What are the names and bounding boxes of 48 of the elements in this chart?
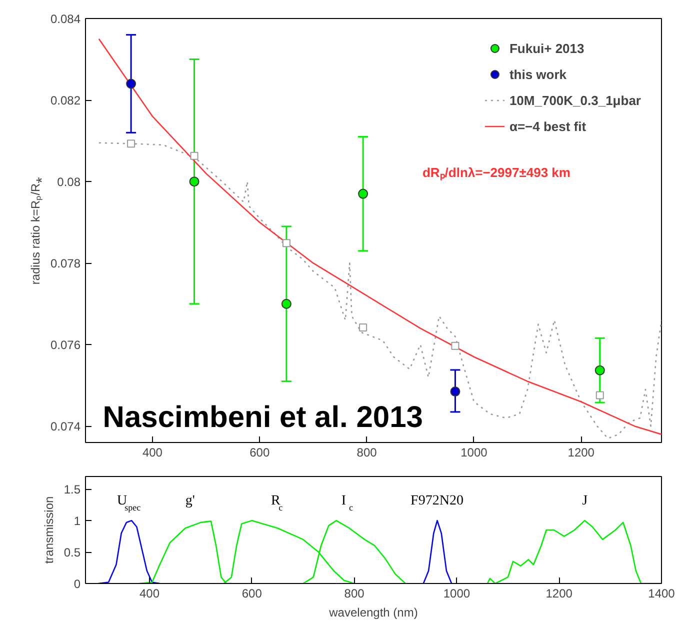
annotation: F972N20	[410, 494, 464, 509]
x-tick-label: 1200	[568, 446, 595, 460]
legend-label: Fukui+ 2013	[509, 40, 584, 56]
annotation: Nascimbeni et al. 2013	[102, 401, 423, 434]
legend-label: 10M_700K_0.3_1μbar	[509, 92, 641, 108]
x-tick-label: 600	[242, 586, 262, 600]
y-tick-label: 0.078	[50, 256, 81, 271]
point	[450, 386, 460, 397]
annotation: dRₚ/dlnλ=−2997±493 km	[422, 164, 570, 181]
y-tick-label: 0.08	[57, 175, 81, 190]
y-tick-label: 0.074	[50, 420, 81, 434]
point	[594, 365, 605, 376]
y-tick-label: 0.084	[50, 12, 81, 26]
point	[281, 298, 292, 309]
x-tick-label: 1200	[546, 586, 573, 600]
y-tick-label: 0.076	[50, 338, 81, 352]
point	[190, 152, 198, 160]
y-axis-title: radius ratio k=Rₚ/R⁎	[28, 176, 42, 285]
point	[359, 324, 368, 332]
x-tick-label: 1000	[460, 446, 488, 460]
x-tick-label: 1000	[443, 586, 470, 600]
y-tick-label: 1	[74, 514, 81, 528]
point	[127, 140, 136, 148]
x-tick-label: 600	[250, 446, 270, 460]
legend-label: this work	[509, 66, 567, 82]
point	[358, 188, 368, 199]
x-tick-label: 800	[344, 586, 365, 600]
y-axis-title: transmission	[42, 496, 56, 564]
y-tick-label: 0.5	[64, 546, 81, 560]
line-series	[98, 38, 662, 435]
y-tick-label: 1.5	[64, 482, 81, 497]
x-tick-label: 400	[142, 446, 163, 460]
annotation: g'	[185, 494, 195, 509]
point	[126, 78, 136, 89]
x-tick-label: 1400	[648, 586, 676, 600]
legend-label: α=−4 best fit	[509, 118, 586, 134]
y-tick-label: 0	[74, 577, 81, 591]
annotation: J	[582, 494, 588, 509]
y-tick-label: 0.082	[50, 94, 81, 108]
point	[189, 176, 200, 187]
x-tick-label: 400	[139, 586, 160, 600]
x-axis-title: wavelength (nm)	[328, 606, 418, 620]
x-tick-label: 800	[356, 446, 378, 460]
point	[596, 391, 604, 400]
point	[282, 239, 290, 248]
point	[451, 342, 460, 350]
line-series	[98, 520, 160, 584]
line-series	[422, 520, 452, 584]
